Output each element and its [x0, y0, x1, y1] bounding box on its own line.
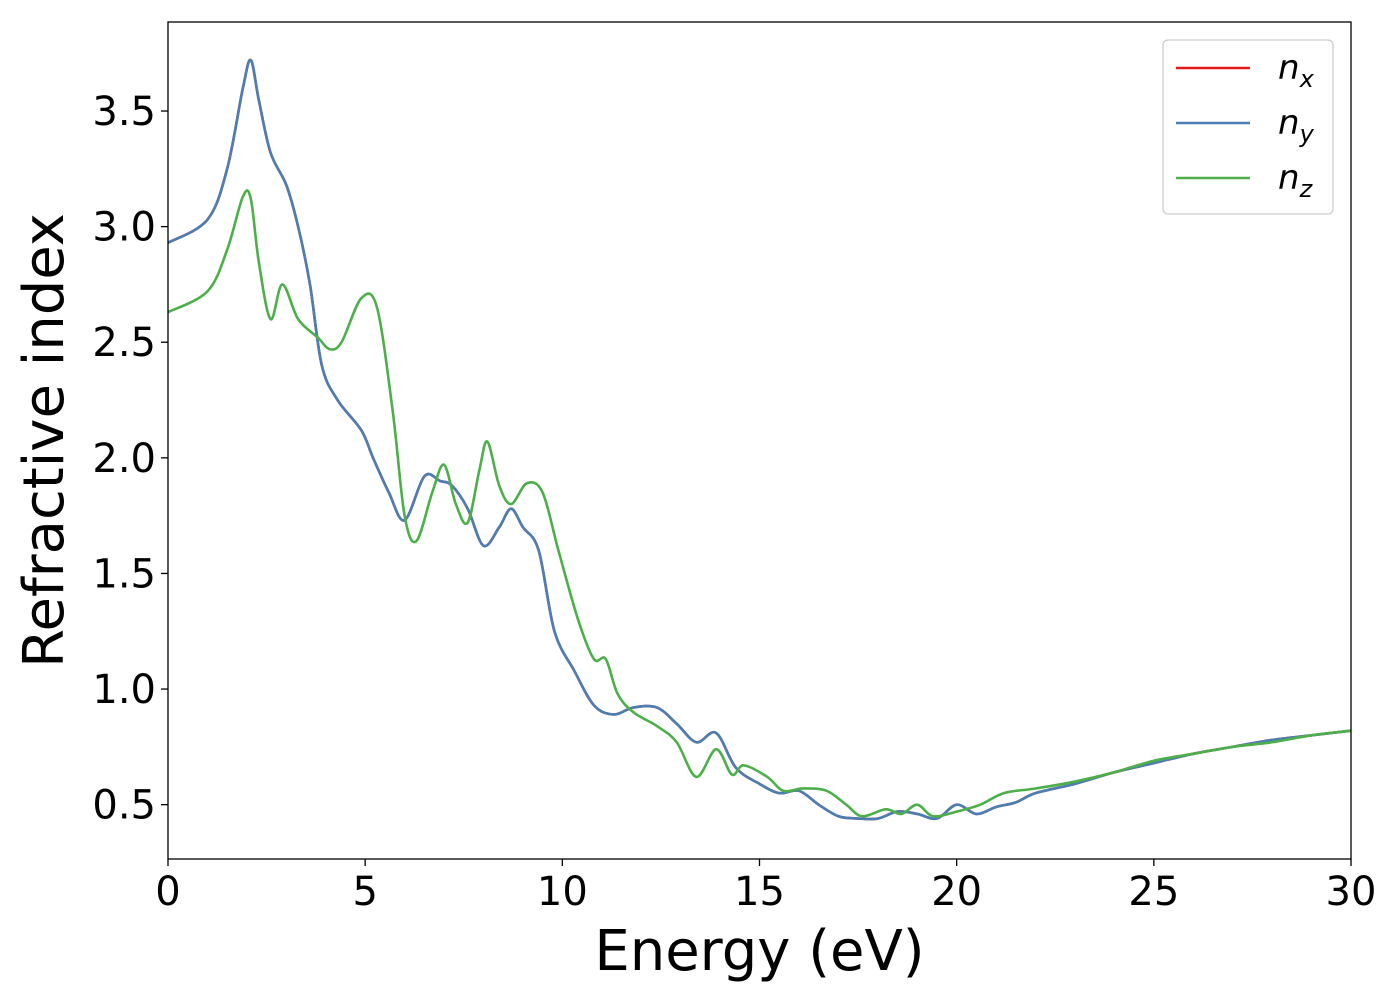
x-tick-label: 20 — [931, 869, 982, 915]
y-tick-label: 1.0 — [92, 667, 156, 713]
y-axis: 0.5 1.0 1.5 2.0 2.5 3.0 3.5 — [92, 89, 168, 829]
series-layer — [167, 58, 1352, 821]
legend-label-ny: ny — [1278, 103, 1315, 148]
y-tick-label: 2.5 — [92, 320, 156, 366]
series-line-ny — [167, 58, 1352, 821]
x-tick-label: 25 — [1128, 869, 1179, 915]
y-axis-label: Refractive index — [12, 213, 77, 668]
series-line-nz — [167, 189, 1352, 818]
x-axis: 0 5 10 15 20 25 30 — [155, 859, 1376, 915]
x-axis-label: Energy (eV) — [594, 919, 924, 984]
y-tick-label: 2.0 — [92, 436, 156, 482]
y-tick-label: 3.5 — [92, 89, 156, 135]
x-tick-label: 30 — [1326, 869, 1377, 915]
x-tick-label: 0 — [155, 869, 180, 915]
legend: nx ny nz — [1162, 39, 1334, 215]
x-tick-label: 5 — [352, 869, 377, 915]
legend-label-nx: nx — [1278, 48, 1315, 93]
x-tick-label: 15 — [734, 869, 785, 915]
y-tick-label: 3.0 — [92, 205, 156, 251]
y-tick-label: 1.5 — [92, 551, 156, 597]
y-tick-label: 0.5 — [92, 783, 156, 829]
legend-box — [1162, 39, 1334, 215]
legend-label-nz: nz — [1278, 158, 1314, 203]
x-tick-label: 10 — [537, 869, 588, 915]
